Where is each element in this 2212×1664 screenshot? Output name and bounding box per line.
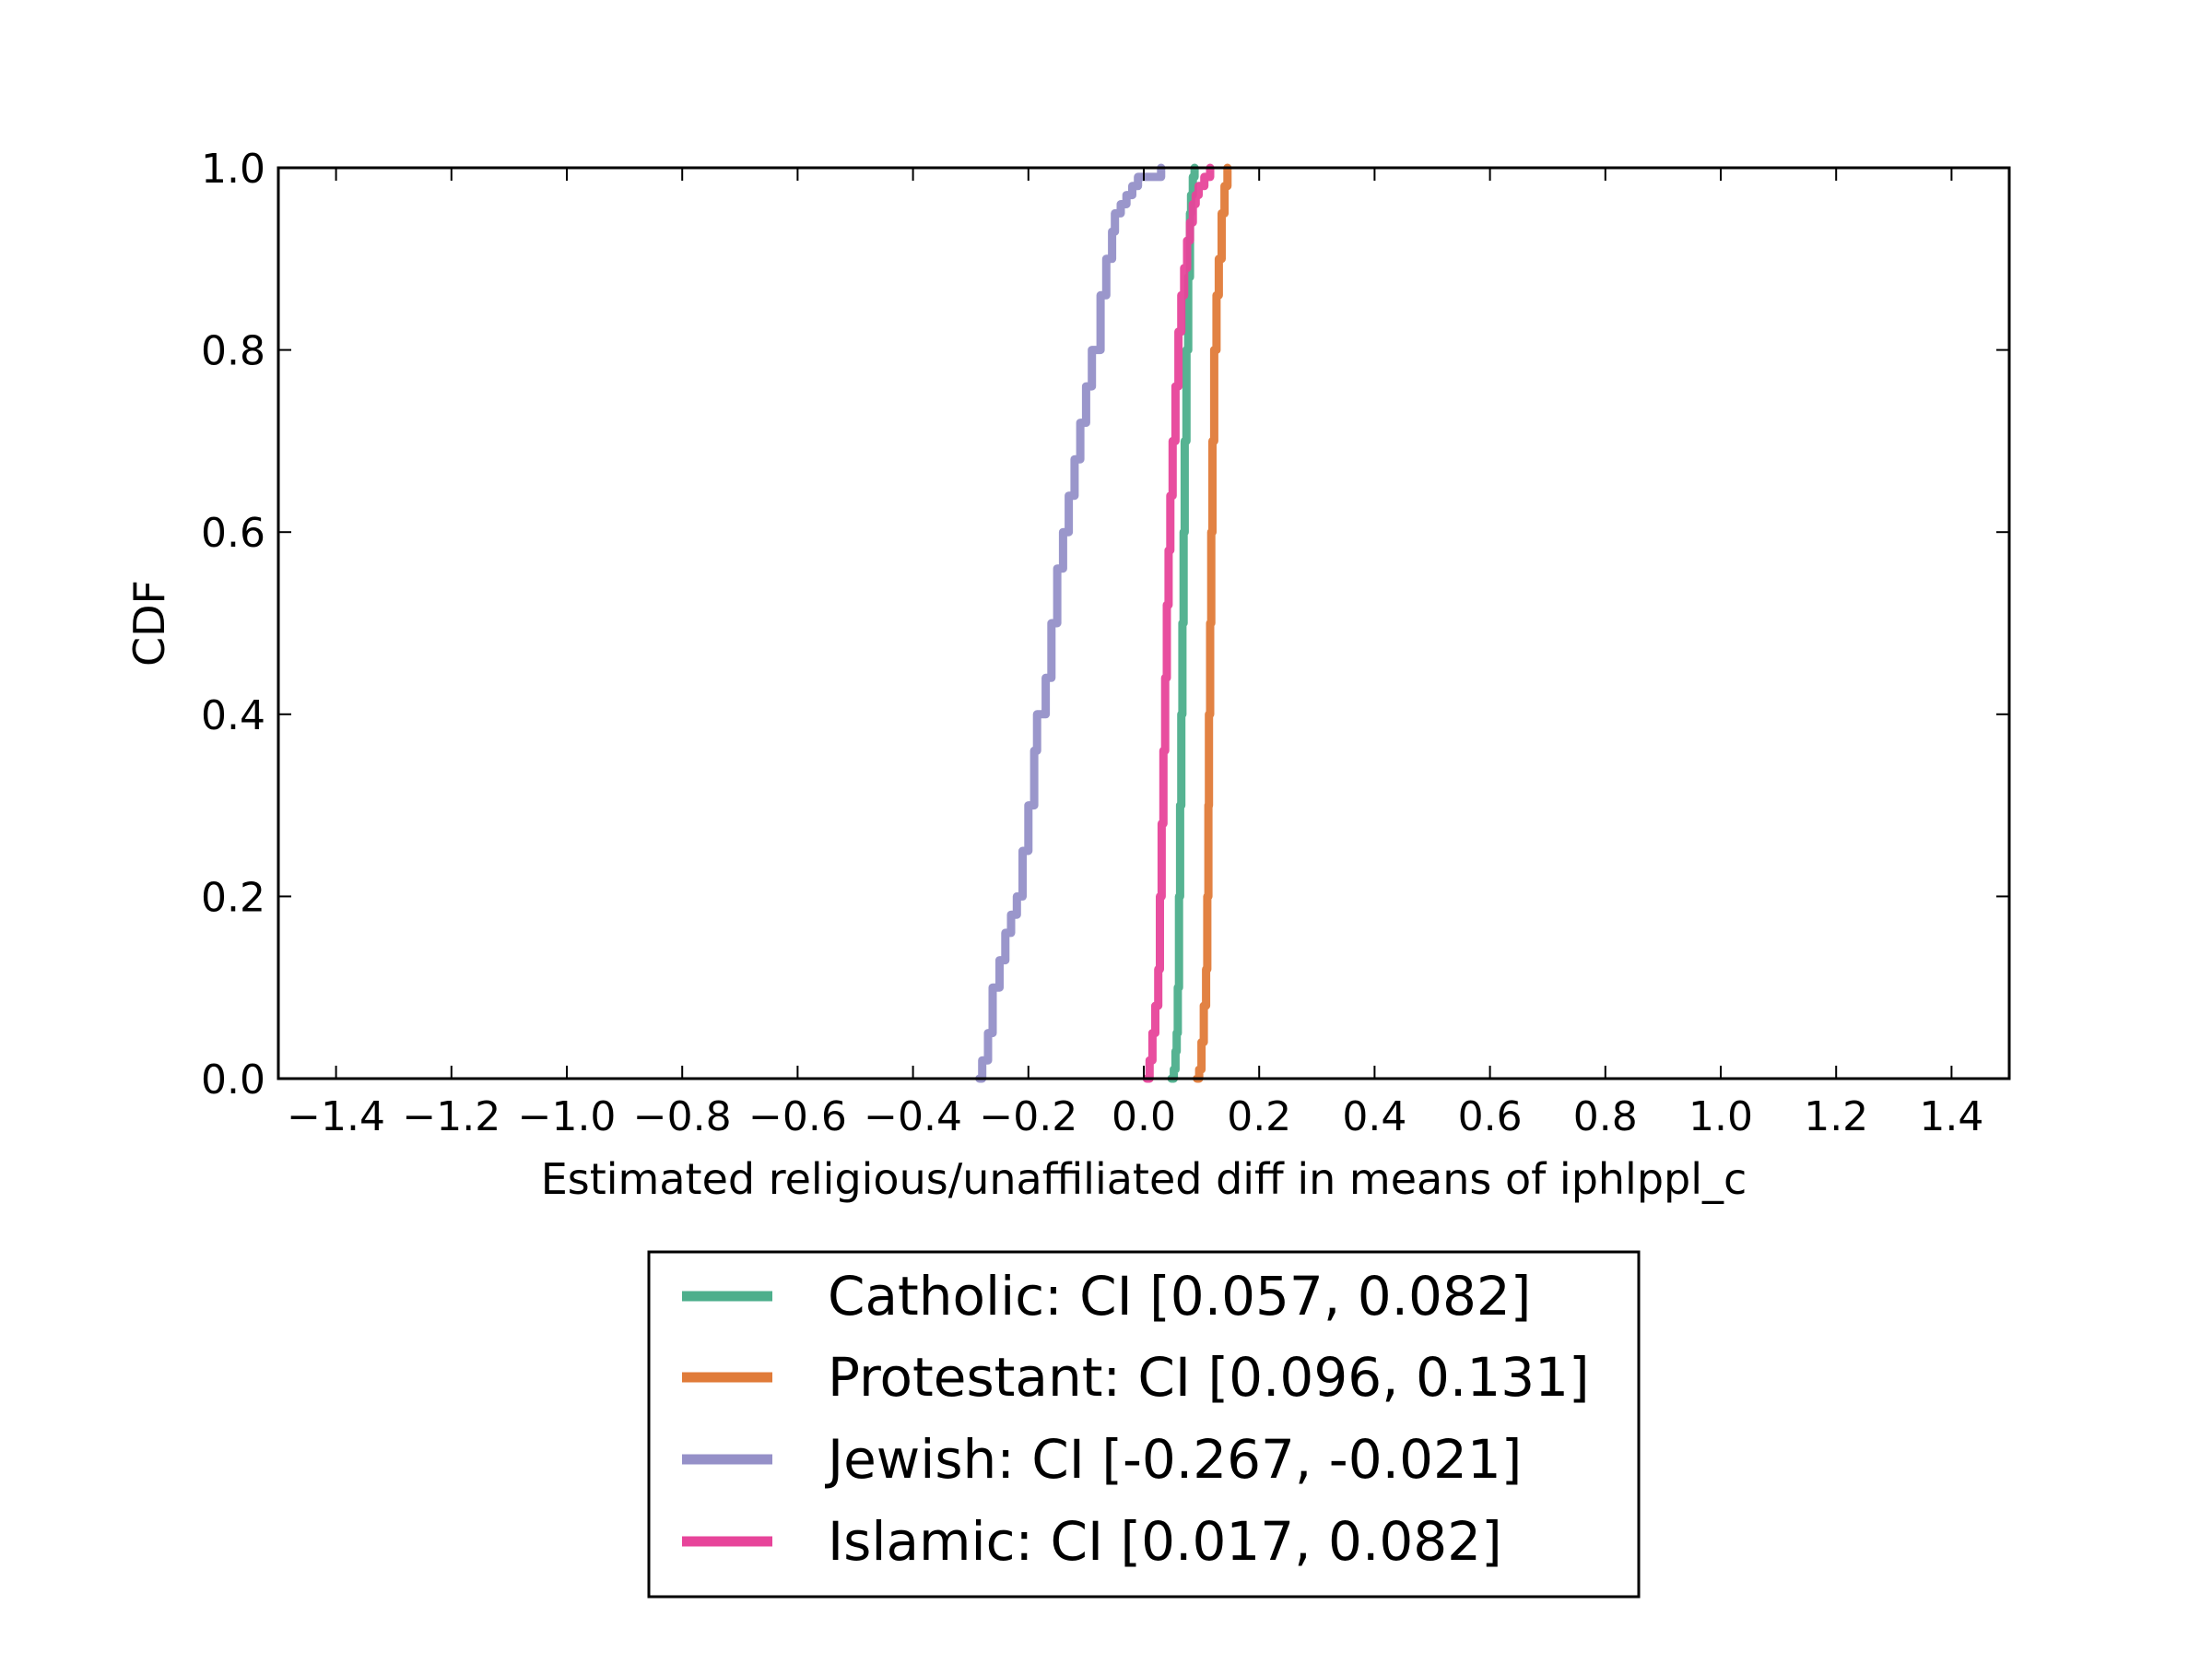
series-line-jewish bbox=[975, 163, 1166, 1083]
x-tick-label: −0.4 bbox=[864, 1093, 962, 1140]
legend-entry-protestant: Protestant: CI [0.096, 0.131] bbox=[828, 1346, 1590, 1409]
y-tick-label: 0.0 bbox=[201, 1056, 265, 1103]
legend-entry-catholic: Catholic: CI [0.057, 0.082] bbox=[828, 1265, 1531, 1328]
y-tick-label: 0.4 bbox=[201, 692, 265, 739]
legend-entry-jewish: Jewish: CI [-0.267, -0.021] bbox=[825, 1428, 1522, 1491]
x-tick-label: 0.8 bbox=[1573, 1093, 1638, 1140]
x-tick-label: 1.0 bbox=[1688, 1093, 1753, 1140]
series-line-islamic bbox=[1142, 163, 1215, 1083]
x-tick-label: 0.0 bbox=[1112, 1093, 1176, 1140]
x-tick-label: −1.4 bbox=[287, 1093, 385, 1140]
x-axis: −1.4 −1.2 −1.0 −0.8 −0.6 −0.4 −0.2 0.0 0.2 0.4 0.6… bbox=[287, 168, 1983, 1140]
series-layer bbox=[975, 163, 1232, 1083]
series-line-protestant bbox=[1193, 163, 1232, 1083]
y-tick-label: 0.8 bbox=[201, 328, 265, 375]
x-tick-label: −1.2 bbox=[402, 1093, 500, 1140]
x-tick-label: −1.0 bbox=[518, 1093, 617, 1140]
x-axis-label: Estimated religious/unaffiliated diff in… bbox=[541, 1154, 1747, 1204]
x-tick-label: −0.2 bbox=[979, 1093, 1077, 1140]
x-tick-label: 0.4 bbox=[1342, 1093, 1406, 1140]
x-tick-label: −0.6 bbox=[748, 1093, 847, 1140]
x-tick-label: 0.2 bbox=[1227, 1093, 1291, 1140]
x-tick-label: 1.4 bbox=[1919, 1093, 1983, 1140]
legend: Catholic: CI [0.057, 0.082] Protestant: … bbox=[647, 1250, 1641, 1599]
x-tick-label: 1.2 bbox=[1804, 1093, 1868, 1140]
y-axis: 0.0 0.2 0.4 0.6 0.8 1.0 bbox=[201, 146, 2009, 1103]
x-tick-label: 0.6 bbox=[1458, 1093, 1523, 1140]
y-tick-label: 1.0 bbox=[201, 146, 265, 193]
x-tick-label: −0.8 bbox=[633, 1093, 732, 1140]
y-tick-label: 0.6 bbox=[201, 510, 265, 557]
legend-entry-islamic: Islamic: CI [0.017, 0.082] bbox=[828, 1510, 1502, 1573]
y-axis-label: CDF bbox=[124, 580, 174, 667]
legend-frame bbox=[647, 1250, 1641, 1599]
y-tick-label: 0.2 bbox=[201, 874, 265, 921]
plot-area bbox=[278, 168, 2009, 1079]
